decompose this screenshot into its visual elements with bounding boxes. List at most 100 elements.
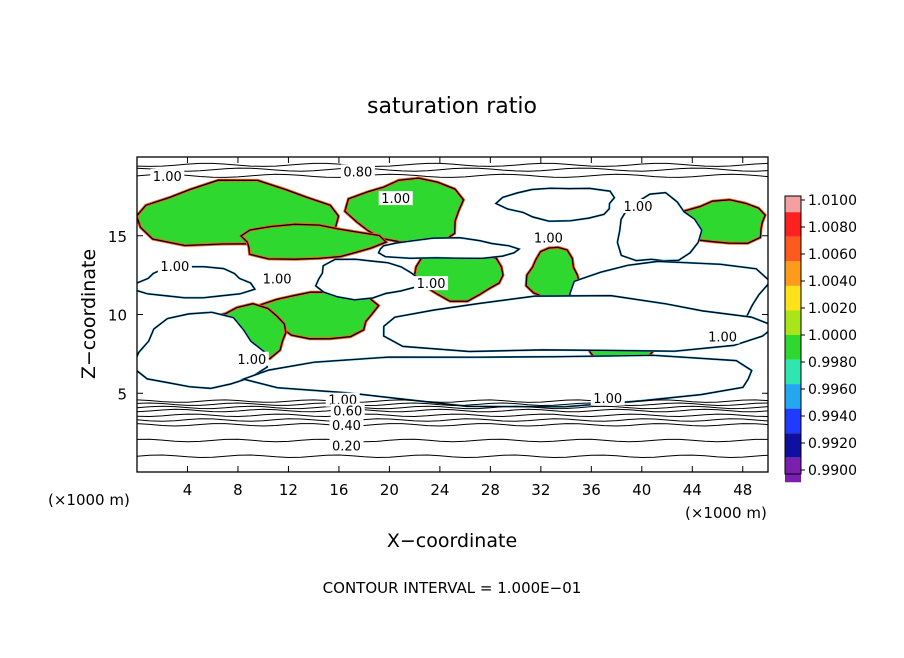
contour-label-7: 1.00	[417, 277, 446, 292]
x-tick-label-0: 4	[183, 481, 193, 499]
contour-line-4	[137, 413, 768, 418]
contour-label-12: 0.60	[333, 405, 362, 420]
y-tick-label-0: 5	[117, 385, 127, 403]
contour-label-bg-12	[330, 403, 365, 418]
contour-line-6	[137, 405, 768, 410]
upper-contour-line-0	[137, 173, 768, 178]
contour-label-bg-4	[531, 230, 566, 245]
colorbar-label-5: 1.0000	[808, 328, 857, 344]
unsaturated-outline-7	[137, 311, 268, 390]
x-unit-note-right: (×1000 m)	[685, 504, 767, 522]
colorbar-swatch-6	[785, 335, 801, 360]
colorbar-swatch-4	[785, 285, 801, 311]
contour-label-bg-8	[234, 351, 269, 366]
colorbar-label-2: 1.0060	[808, 247, 857, 263]
unsaturated-outline-1	[616, 191, 703, 262]
contour-label-bg-13	[329, 417, 364, 432]
unsaturated-patch-8	[239, 354, 753, 408]
x-tick-label-4: 20	[380, 481, 399, 499]
contour-label-5: 1.00	[160, 260, 189, 275]
colorbar-swatch-9	[785, 408, 801, 434]
x-tick-label-10: 44	[683, 481, 702, 499]
contour-label-10: 1.00	[593, 392, 622, 407]
contour-line-5	[137, 408, 768, 413]
saturated-outline-2	[239, 223, 388, 260]
colorbar-swatch-1	[785, 212, 801, 237]
y-tick-label-1: 10	[108, 307, 127, 325]
x-tick-label-3: 16	[329, 481, 348, 499]
contour-line-3	[137, 418, 768, 422]
x-tick-label-11: 48	[733, 481, 752, 499]
x-tick-label-8: 36	[582, 481, 601, 499]
contour-label-bg-3	[621, 198, 656, 213]
chart-title: saturation ratio	[367, 94, 537, 119]
contour-label-1: 0.80	[343, 165, 372, 180]
contour-label-13: 0.40	[332, 419, 361, 434]
x-axis-label: X−coordinate	[387, 530, 517, 552]
x-tick-label-6: 28	[481, 481, 500, 499]
contour-label-9: 1.00	[708, 331, 737, 346]
contour-label-6: 1.00	[263, 272, 292, 287]
y-axis-label: Z−coordinate	[78, 249, 100, 379]
colorbar-label-0: 1.0100	[808, 193, 857, 209]
colorbar-swatch-10	[785, 433, 801, 458]
contour-line-8	[137, 399, 768, 403]
colorbar-swatch-5	[785, 310, 801, 335]
contour-line-2	[137, 423, 768, 427]
contour-label-4: 1.00	[534, 231, 563, 246]
x-tick-label-1: 8	[233, 481, 243, 499]
contour-label-14: 0.20	[332, 439, 361, 454]
colorbar-label-9: 0.9920	[808, 436, 857, 452]
contour-label-3: 1.00	[624, 200, 653, 215]
colorbar-label-1: 1.0080	[808, 220, 857, 236]
unsaturated-outline-2	[377, 237, 521, 260]
contour-label-bg-14	[329, 438, 364, 453]
colorbar-label-3: 1.0040	[808, 274, 857, 290]
contour-label-bg-2	[378, 191, 413, 206]
upper-contour-line-1	[137, 167, 768, 172]
contour-line-7	[137, 402, 768, 407]
colorbar-label-8: 0.9940	[808, 409, 857, 425]
colorbar-swatch-11	[785, 457, 801, 483]
colorbar-swatch-2	[785, 236, 801, 262]
unsaturated-outline-4	[314, 258, 421, 301]
colorbar-label-4: 1.0020	[808, 301, 857, 317]
contour-label-2: 1.00	[381, 192, 410, 207]
contour-line-0	[137, 454, 768, 459]
contour-line-1	[137, 438, 768, 443]
x-tick-label-7: 32	[531, 481, 550, 499]
contour-label-bg-1	[340, 164, 375, 179]
unsaturated-outline-6	[383, 294, 768, 353]
colorbar-label-7: 0.9960	[808, 382, 857, 398]
x-tick-label-2: 12	[279, 481, 298, 499]
colorbar-swatch-8	[785, 384, 801, 409]
contour-label-bg-11	[325, 392, 360, 407]
colorbar-swatch-7	[785, 359, 801, 385]
contour-label-bg-9	[705, 329, 740, 344]
colorbar-swatch-3	[785, 261, 801, 286]
unsaturated-outline-0	[494, 187, 616, 222]
colorbar-label-10: 0.9900	[808, 463, 857, 479]
upper-contour-line-2	[137, 162, 768, 167]
contour-label-0: 1.00	[153, 170, 182, 185]
contour-label-bg-6	[260, 271, 295, 286]
unsaturated-patch-4	[314, 258, 421, 301]
contour-interval-footer: CONTOUR INTERVAL = 1.000E−01	[323, 579, 582, 597]
y-tick-label-2: 15	[108, 228, 127, 246]
x-unit-note-left: (×1000 m)	[48, 491, 130, 509]
contour-label-8: 1.00	[237, 353, 266, 368]
contour-labels: 1.00 0.80 1.00 1.00 1.00 1.00 1.00 1.00 1.00 1.00…	[150, 164, 740, 454]
colorbar-label-6: 0.9980	[808, 355, 857, 371]
x-tick-label-5: 24	[430, 481, 449, 499]
contour-label-bg-7	[414, 276, 449, 291]
contour-label-bg-5	[157, 258, 192, 273]
contour-label-bg-0	[150, 169, 185, 184]
colorbar: 1.0100 1.0080 1.0060 1.0040 1.0020 1.0000 0.99…	[784, 193, 857, 483]
unsaturated-patch-3	[137, 265, 257, 299]
x-tick-label-9: 40	[632, 481, 651, 499]
plot-area	[137, 162, 768, 459]
contour-label-bg-10	[590, 391, 625, 406]
